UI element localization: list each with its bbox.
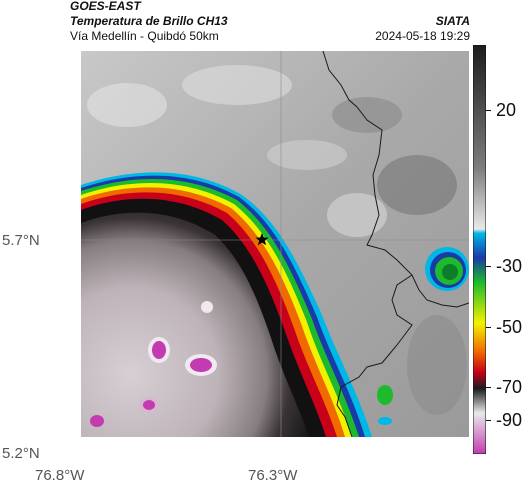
colorbar-tick	[486, 420, 491, 421]
latitude-label: 5.2°N	[2, 445, 40, 462]
colorbar-tick	[486, 110, 491, 111]
longitude-label: 76.8°W	[35, 467, 85, 484]
product-title: Temperatura de Brillo CH13	[70, 14, 228, 28]
grid-lines	[81, 51, 469, 437]
colorbar-label: -30	[496, 256, 523, 276]
map-panel[interactable]	[67, 45, 469, 454]
country-border	[322, 50, 469, 438]
colorbar-label: -50	[496, 317, 523, 337]
star-marker[interactable]	[255, 233, 269, 246]
colorbar-tick	[486, 387, 491, 388]
colorbar-label: -90	[496, 410, 523, 430]
organization-label: SIATA	[435, 14, 470, 28]
longitude-label: 76.3°W	[248, 467, 298, 484]
colorbar	[473, 45, 486, 454]
colorbar-label: 20	[496, 100, 517, 120]
cold-cores	[90, 301, 217, 427]
colorbar-tick	[486, 327, 491, 328]
satellite-name: GOES-EAST	[70, 0, 141, 13]
satellite-image	[67, 45, 469, 454]
small-cell	[377, 247, 469, 425]
colorbar-tick	[486, 266, 491, 267]
timestamp: 2024-05-18 19:29	[375, 29, 470, 43]
storm-rings	[81, 172, 372, 437]
colorbar-label: -70	[496, 377, 523, 397]
route-subtitle: Vía Medellín - Quibdó 50km	[70, 29, 219, 43]
latitude-label: 5.7°N	[2, 232, 40, 249]
warm-cloud-texture	[87, 65, 467, 415]
